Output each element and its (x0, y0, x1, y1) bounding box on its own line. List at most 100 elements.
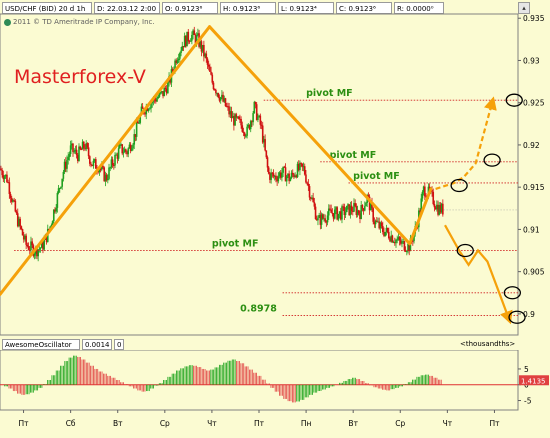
candle-body (384, 231, 387, 236)
time-tick-label: Вт (113, 419, 123, 428)
candle-body (236, 116, 239, 118)
candle-body (119, 144, 121, 149)
candle-body (237, 116, 240, 119)
candle-body (157, 96, 160, 99)
candle-body (219, 97, 222, 101)
price-tick-label: 0.935 (523, 14, 545, 23)
time-tick-label: Ср (160, 419, 170, 428)
candle-body (336, 207, 338, 220)
candle-body (37, 249, 39, 257)
candle-body (356, 210, 359, 215)
candle-body (311, 197, 313, 199)
candle-body (206, 58, 209, 65)
time-tick-label: Пт (489, 419, 500, 428)
scroll-up-button[interactable]: ▴ (518, 2, 530, 14)
candle-body (114, 154, 116, 166)
candle-body (110, 159, 113, 168)
candle-body (420, 198, 423, 212)
candle-body (200, 41, 203, 52)
candle-body (26, 244, 29, 247)
candle-body (175, 60, 178, 63)
osc-last-value-box (519, 375, 549, 386)
candle-body (12, 200, 14, 202)
candle-body (113, 165, 115, 167)
trend-line (0, 25, 212, 296)
candle-body (197, 33, 199, 36)
oscillator-name[interactable]: AwesomeOscillator (2, 339, 80, 350)
candle-body (181, 46, 184, 51)
candle-body (234, 114, 236, 126)
candle-body (64, 161, 67, 169)
candle-body (76, 154, 79, 161)
candle-body (174, 60, 176, 71)
candle-body (341, 206, 343, 220)
candle-body (301, 163, 304, 167)
candle-body (19, 218, 21, 227)
candle-body (122, 152, 125, 154)
candle-body (374, 220, 377, 225)
candle-body (327, 208, 330, 216)
candle-body (55, 207, 57, 212)
candle-body (14, 200, 17, 212)
candle-body (289, 178, 292, 182)
candle-body (276, 179, 278, 182)
candle-body (38, 248, 41, 250)
time-tick-label: Сб (66, 419, 76, 428)
osc-tick-label: 5 (524, 365, 529, 374)
candle-body (74, 149, 77, 152)
candle-body (261, 125, 264, 143)
candle-body (359, 213, 361, 219)
candle-body (284, 167, 287, 182)
candle-body (221, 94, 223, 98)
pivot-label: pivot MF (330, 150, 377, 161)
candle-body (159, 92, 162, 94)
candle-body (225, 106, 228, 108)
candle-body (402, 241, 405, 243)
candle-body (107, 178, 109, 181)
candle-body (240, 118, 242, 126)
candle-body (213, 89, 216, 91)
candle-body (394, 242, 396, 244)
candle-body (78, 146, 80, 161)
candle-body (396, 239, 399, 241)
candle-body (275, 175, 277, 180)
candle-body (187, 31, 190, 42)
candle-body (339, 211, 342, 220)
candle-body (230, 111, 233, 119)
target-circle (456, 243, 474, 258)
candle-body (15, 211, 18, 214)
candle-body (260, 124, 263, 126)
candle-body (347, 204, 349, 206)
candle-body (133, 134, 136, 145)
candle-body (215, 90, 217, 94)
candle-body (188, 41, 191, 43)
candle-body (333, 209, 336, 219)
candle-body (147, 108, 150, 112)
candle-body (345, 205, 348, 213)
time-tick-label: Пт (254, 419, 265, 428)
candle-body (8, 182, 11, 195)
candle-body (437, 204, 439, 215)
candle-body (388, 231, 390, 239)
candle-body (80, 149, 83, 151)
candle-body (372, 208, 374, 222)
candle-body (397, 237, 400, 240)
target-circle (505, 93, 523, 107)
candle-body (60, 186, 62, 189)
candle-body (299, 162, 301, 171)
candle-body (54, 209, 56, 212)
candle-body (79, 146, 81, 150)
candle-body (201, 44, 204, 52)
candle-body (258, 115, 260, 117)
candle-body (117, 148, 120, 159)
candle-body (259, 115, 262, 125)
candle-body (141, 106, 144, 109)
candle-body (1, 170, 3, 176)
candle-body (303, 166, 306, 175)
candle-body (295, 175, 298, 178)
candle-body (231, 116, 234, 119)
candle-body (195, 35, 198, 43)
candle-body (375, 220, 378, 222)
candle-body (385, 227, 388, 232)
